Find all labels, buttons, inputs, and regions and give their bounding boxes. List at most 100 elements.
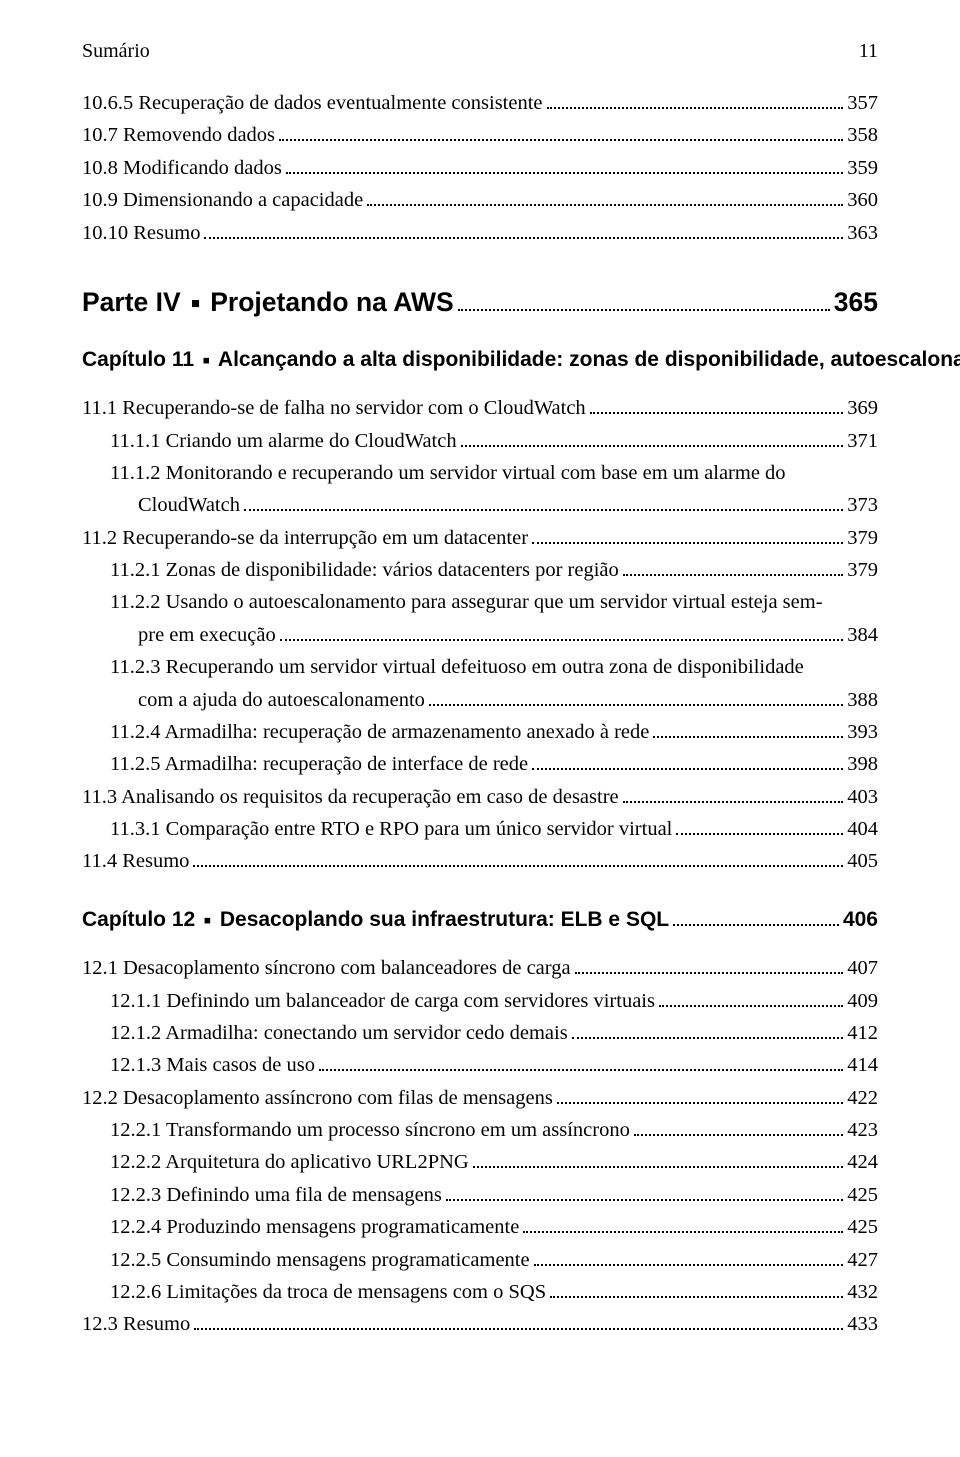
toc-label: 10.6.5 Recuperação de dados eventualment… xyxy=(82,87,543,119)
page-header: Sumário 11 xyxy=(82,40,878,63)
toc-entry: 10.7 Removendo dados 358 xyxy=(82,119,878,151)
toc-page: 365 xyxy=(834,287,878,318)
toc-label: 12.2.4 Produzindo mensagens programatica… xyxy=(110,1211,519,1243)
toc-page: 359 xyxy=(847,152,878,184)
toc-page: 422 xyxy=(847,1082,878,1114)
table-of-contents: 10.6.5 Recuperação de dados eventualment… xyxy=(82,87,878,1341)
toc-page: 379 xyxy=(847,554,878,586)
toc-leader xyxy=(461,445,844,447)
toc-leader xyxy=(590,412,844,414)
toc-page: 425 xyxy=(847,1211,878,1243)
toc-label: 11.2 Recuperando-se da interrupção em um… xyxy=(82,522,528,554)
toc-label: pre em execução xyxy=(138,619,276,651)
toc-leader xyxy=(458,309,830,311)
toc-label: 10.9 Dimensionando a capacidade xyxy=(82,184,363,216)
toc-page: 357 xyxy=(847,87,878,119)
toc-label: CloudWatch xyxy=(138,489,240,521)
toc-label: 11.3.1 Comparação entre RTO e RPO para u… xyxy=(110,813,672,845)
toc-entry: 12.2.5 Consumindo mensagens programatica… xyxy=(82,1244,878,1276)
header-title: Sumário xyxy=(82,40,150,63)
toc-page: 409 xyxy=(847,985,878,1017)
toc-part-heading: Parte IV ■ Projetando na AWS 365 xyxy=(82,287,878,318)
toc-page: 358 xyxy=(847,119,878,151)
toc-page: 433 xyxy=(847,1308,878,1340)
toc-label: 12.1 Desacoplamento síncrono com balance… xyxy=(82,952,571,984)
toc-page: 414 xyxy=(847,1049,878,1081)
toc-entry-continuation: pre em execução 384 xyxy=(110,619,878,651)
toc-leader xyxy=(319,1069,843,1071)
toc-leader xyxy=(446,1199,843,1201)
toc-leader xyxy=(547,107,844,109)
toc-label: Parte IV ■ Projetando na AWS xyxy=(82,287,454,318)
toc-label: 11.1.1 Criando um alarme do CloudWatch xyxy=(110,425,457,457)
toc-leader xyxy=(204,237,843,239)
toc-label: 12.2.2 Arquitetura do aplicativo URL2PNG xyxy=(110,1146,469,1178)
toc-page: 360 xyxy=(847,184,878,216)
toc-label: 12.3 Resumo xyxy=(82,1308,190,1340)
toc-leader xyxy=(575,972,844,974)
toc-label: 12.1.3 Mais casos de uso xyxy=(110,1049,315,1081)
toc-entry: 12.1.3 Mais casos de uso 414 xyxy=(82,1049,878,1081)
toc-leader xyxy=(653,736,843,738)
toc-page: 406 xyxy=(843,906,878,934)
toc-page: 373 xyxy=(847,489,878,521)
toc-page: 379 xyxy=(847,522,878,554)
toc-label: Capítulo 12 ■ Desacoplando sua infraestr… xyxy=(82,906,669,934)
toc-leader xyxy=(194,1328,843,1330)
toc-label: com a ajuda do autoescalonamento xyxy=(138,684,425,716)
toc-leader xyxy=(623,801,844,803)
toc-leader xyxy=(473,1166,844,1168)
toc-entry: 10.8 Modificando dados359 xyxy=(82,152,878,184)
toc-leader xyxy=(429,704,843,706)
page: Sumário 11 10.6.5 Recuperação de dados e… xyxy=(0,0,960,1457)
toc-entry: 12.3 Resumo 433 xyxy=(82,1308,878,1340)
toc-page: 398 xyxy=(847,748,878,780)
toc-entry: 12.2.4 Produzindo mensagens programatica… xyxy=(82,1211,878,1243)
toc-label: 11.2.2 Usando o autoescalonamento para a… xyxy=(110,586,878,618)
toc-leader xyxy=(572,1037,844,1039)
toc-leader xyxy=(550,1296,843,1298)
toc-entry: 11.2.5 Armadilha: recuperação de interfa… xyxy=(82,748,878,780)
toc-leader xyxy=(532,768,843,770)
toc-leader xyxy=(279,139,843,141)
toc-label: 12.2 Desacoplamento assíncrono com filas… xyxy=(82,1082,553,1114)
toc-label: 10.7 Removendo dados xyxy=(82,119,275,151)
toc-label: 11.2.4 Armadilha: recuperação de armazen… xyxy=(110,716,649,748)
toc-entry: 11.1.2 Monitorando e recuperando um serv… xyxy=(82,457,878,522)
toc-entry: 11.2.2 Usando o autoescalonamento para a… xyxy=(82,586,878,651)
toc-entry: 11.4 Resumo405 xyxy=(82,845,878,877)
toc-leader xyxy=(280,639,844,641)
toc-entry: 11.2.1 Zonas de disponibilidade: vários … xyxy=(82,554,878,586)
square-bullet-icon: ■ xyxy=(203,355,210,367)
toc-page: 423 xyxy=(847,1114,878,1146)
toc-label: 11.1 Recuperando-se de falha no servidor… xyxy=(82,392,586,424)
toc-leader xyxy=(623,574,844,576)
toc-entry: 12.1.2 Armadilha: conectando um servidor… xyxy=(82,1017,878,1049)
toc-chapter-heading: Capítulo 11 ■ Alcançando a alta disponib… xyxy=(82,346,878,374)
toc-page: 424 xyxy=(847,1146,878,1178)
toc-page: 369 xyxy=(847,392,878,424)
toc-entry-continuation: CloudWatch 373 xyxy=(110,489,878,521)
toc-leader xyxy=(634,1134,843,1136)
toc-entry: 10.10 Resumo 363 xyxy=(82,217,878,249)
toc-page: 363 xyxy=(847,217,878,249)
toc-label: 10.10 Resumo xyxy=(82,217,200,249)
toc-leader xyxy=(523,1231,843,1233)
toc-entry: 10.6.5 Recuperação de dados eventualment… xyxy=(82,87,878,119)
toc-page: 427 xyxy=(847,1244,878,1276)
toc-label: 12.2.1 Transformando um processo síncron… xyxy=(110,1114,630,1146)
toc-entry: 11.3 Analisando os requisitos da recuper… xyxy=(82,781,878,813)
toc-entry: 11.2.3 Recuperando um servidor virtual d… xyxy=(82,651,878,716)
toc-leader xyxy=(193,865,843,867)
toc-page: 407 xyxy=(847,952,878,984)
toc-entry: 11.1 Recuperando-se de falha no servidor… xyxy=(82,392,878,424)
toc-leader xyxy=(532,542,843,544)
toc-label: 12.1.1 Definindo um balanceador de carga… xyxy=(110,985,655,1017)
toc-leader xyxy=(534,1264,844,1266)
toc-entry: 12.2.3 Definindo uma fila de mensagens42… xyxy=(82,1179,878,1211)
toc-page: 412 xyxy=(847,1017,878,1049)
toc-entry: 11.1.1 Criando um alarme do CloudWatch37… xyxy=(82,425,878,457)
toc-leader xyxy=(659,1005,843,1007)
toc-page: 384 xyxy=(847,619,878,651)
toc-entry: 12.2.1 Transformando um processo síncron… xyxy=(82,1114,878,1146)
